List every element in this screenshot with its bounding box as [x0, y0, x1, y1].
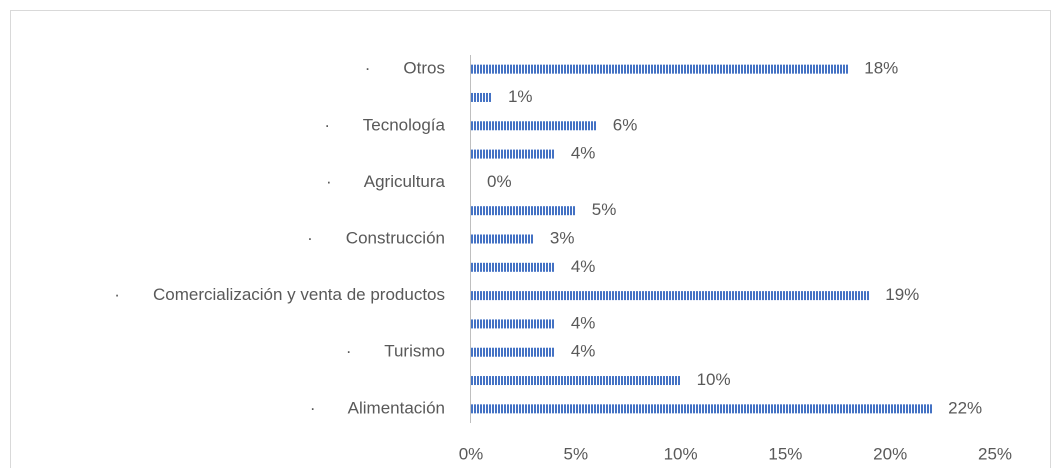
y-tick-label: · Alimentación [310, 398, 445, 417]
x-tick-label: 10% [664, 444, 698, 463]
value-label: 4% [571, 144, 596, 163]
value-label: 0% [487, 172, 512, 191]
x-tick-label: 5% [564, 444, 589, 463]
bar [471, 206, 576, 216]
value-label: 18% [864, 59, 898, 78]
y-tick-label: · Tecnología [324, 115, 445, 134]
value-label: 19% [885, 285, 919, 304]
value-label: 3% [550, 228, 575, 247]
x-tick-label: 15% [768, 444, 802, 463]
bar [471, 234, 534, 244]
x-tick-label: 25% [978, 444, 1012, 463]
bar [471, 404, 933, 414]
y-tick-label: · Agricultura [326, 172, 446, 191]
bar [471, 92, 492, 102]
value-label: 5% [592, 200, 617, 219]
bar [471, 121, 597, 131]
value-label: 4% [571, 257, 596, 276]
bar [471, 262, 555, 272]
value-label: 4% [571, 342, 596, 361]
y-tick-label: · Comercialización y venta de productos [114, 285, 445, 304]
x-tick-label: 0% [459, 444, 484, 463]
chart-border [10, 10, 1051, 468]
value-label: 1% [508, 87, 533, 106]
value-label: 10% [697, 370, 731, 389]
bar [471, 291, 870, 301]
bar [471, 64, 849, 74]
y-tick-label: · Turismo [346, 342, 445, 361]
bar [471, 149, 555, 159]
value-label: 22% [948, 398, 982, 417]
bar [471, 319, 555, 329]
bar [471, 376, 681, 386]
value-label: 4% [571, 313, 596, 332]
y-tick-label: · Otros [365, 59, 445, 78]
x-tick-label: 20% [873, 444, 907, 463]
bar [471, 347, 555, 357]
y-tick-label: · Construcción [307, 228, 445, 247]
value-label: 6% [613, 115, 638, 134]
